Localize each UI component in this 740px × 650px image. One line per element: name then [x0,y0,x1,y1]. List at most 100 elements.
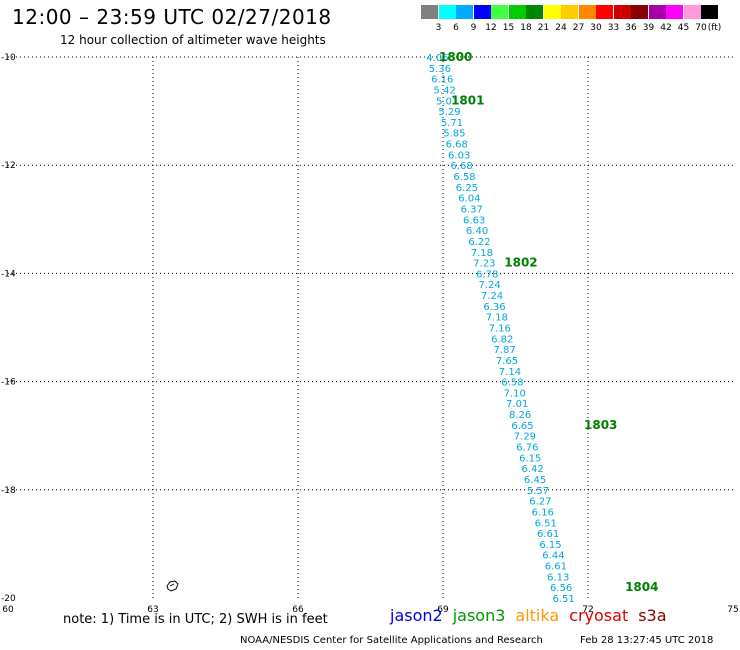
legend-label: 21 [537,23,550,33]
wave-height-value: 6.22 [468,237,490,248]
wave-height-value: 5.29 [438,107,460,118]
island-detail [169,583,175,587]
legend-swatch [456,5,473,19]
legend-swatch [543,5,561,19]
wave-height-value: 6.63 [463,215,485,226]
legend-label: 45 [677,23,690,33]
map-tick-labels: 60 63 66 69 72 75 -10 -12 -14 -16 -18 -20 [1,53,739,615]
legend-swatch [648,5,666,19]
legend-swatch [701,5,718,19]
legend-unit: (ft) [707,23,722,33]
legend-label: 30 [590,23,602,33]
wave-height-value: 6.15 [519,453,541,464]
wave-height-value: 7.24 [479,280,501,291]
wave-height-value: 7.10 [504,388,526,399]
wave-height-value: 4.06 [426,53,448,64]
wave-height-value: 6.61 [537,529,559,540]
legend-swatch [578,5,596,19]
legend-swatch [631,5,648,19]
satellite-cryosat: cryosat [569,606,629,625]
wave-height-value: 6.51 [552,594,574,605]
wave-height-value: 6.78 [476,269,498,280]
legend-label: 9 [470,23,477,33]
legend-label: 3 [435,23,442,33]
legend-swatch [473,5,491,19]
lon-tick-label: 66 [292,605,304,615]
time-label: 1800 [439,50,472,64]
wave-height-value: 6.16 [532,507,554,518]
legend-label: 36 [625,23,637,33]
satellite-list: jason2 jason3 altika cryosat s3a [390,606,677,625]
map-grid [8,56,733,598]
wave-height-value: 6.42 [522,464,544,475]
time-labels: 1800 1801 1802 1803 1804 [439,50,658,594]
legend-label: 33 [607,23,620,33]
wave-height-value: 6.68 [446,140,468,151]
wave-height-value: 6.40 [466,226,488,237]
wave-height-value: 6.82 [491,334,513,345]
legend-swatch [596,5,613,19]
legend-label: 24 [555,23,567,33]
wave-height-value: 6.36 [483,302,505,313]
wave-height-value: 5.36 [429,64,451,75]
wave-height-value: 6.65 [511,421,533,432]
wave-height-value: 6.68 [450,161,472,172]
wave-height-value: 5.01 [436,96,458,107]
time-label: 1802 [504,256,537,270]
legend-label: 15 [502,23,515,33]
wave-height-value: 6.76 [516,443,538,454]
wave-height-value: 7.16 [489,324,511,335]
wave-height-value: 6.03 [448,150,470,161]
satellite-altika: altika [515,606,560,625]
legend-swatch [666,5,683,19]
wave-height-value: 6.56 [550,583,572,594]
legend-swatch [683,5,701,19]
lat-tick-label: -12 [1,161,16,171]
legend-label: 42 [660,23,672,33]
legend-swatch [526,5,543,19]
legend-swatch [438,5,456,19]
wave-height-value: 7.18 [486,313,508,324]
legend-label: 12 [485,23,497,33]
lat-tick-label: -10 [1,53,16,63]
legend-label: 18 [520,23,532,33]
wave-height-value: 7.29 [514,432,536,443]
time-label: 1801 [451,93,484,107]
page-subtitle: 12 hour collection of altimeter wave hei… [60,33,326,47]
legend-swatch [561,5,578,19]
lat-tick-label: -18 [1,486,16,496]
wave-height-value: 6.27 [529,497,551,508]
legend-swatch [421,5,438,19]
lon-tick-label: 75 [727,605,738,615]
satellite-jason3: jason3 [452,606,506,625]
wave-height-value: 5.57 [527,486,549,497]
wave-height-track: 4.065.366.165.425.015.295.715.856.686.03… [426,53,574,605]
wave-height-value: 6.45 [524,475,546,486]
wave-height-value: 8.26 [509,410,531,421]
wave-height-value: 5.85 [443,129,465,140]
lon-tick-label: 63 [147,605,158,615]
legend-label: 39 [642,23,655,33]
wave-height-value: 6.61 [545,562,567,573]
lat-tick-label: -14 [1,269,16,279]
wave-height-value: 6.44 [542,551,564,562]
lon-tick-label: 60 [2,605,14,615]
wave-height-value: 6.15 [539,540,561,551]
page-title: 12:00 – 23:59 UTC 02/27/2018 [12,5,332,29]
wave-height-value: 7.65 [496,356,518,367]
wave-height-value: 6.16 [431,75,453,86]
note-text: note: 1) Time is in UTC; 2) SWH is in fe… [63,612,328,627]
wave-height-value: 6.58 [501,378,523,389]
wave-height-value: 6.25 [456,183,478,194]
legend-label: 27 [572,23,585,33]
wave-height-value: 7.18 [471,248,493,259]
lat-tick-label: -20 [1,594,16,604]
legend-swatch [491,5,508,19]
wave-height-value: 6.04 [458,194,480,205]
wave-height-value: 6.58 [453,172,475,183]
wave-height-value: 6.37 [461,204,483,215]
time-label: 1804 [625,580,658,594]
wave-height-value: 7.23 [473,259,495,270]
lon-tick-label: 72 [582,605,593,615]
